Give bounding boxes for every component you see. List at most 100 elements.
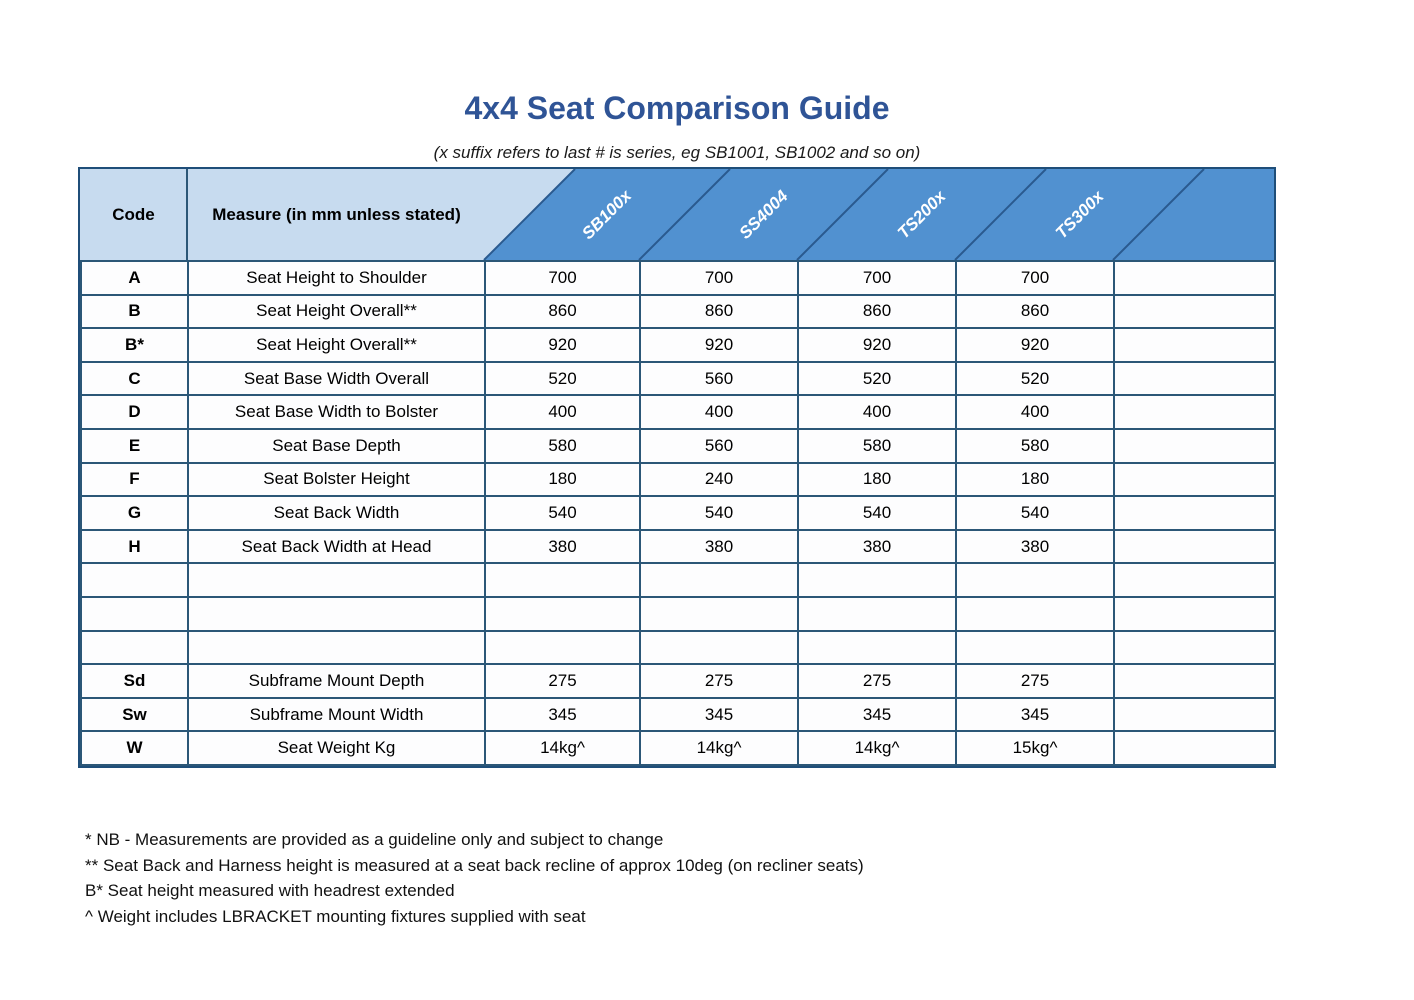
cell-empty bbox=[1113, 461, 1276, 498]
cell-value: 540 bbox=[955, 495, 1115, 531]
header-measure: Measure (in mm unless stated) bbox=[212, 204, 461, 224]
footnote-line: ^ Weight includes LBRACKET mounting fixt… bbox=[85, 906, 586, 926]
table-row: W Seat Weight Kg 14kg^ 14kg^ 14kg^ 15kg^ bbox=[80, 730, 1276, 766]
table-row: G Seat Back Width 540 540 540 540 bbox=[80, 495, 1276, 531]
cell-empty bbox=[955, 562, 1115, 598]
cell-value: 345 bbox=[797, 696, 957, 733]
cell-value: 700 bbox=[955, 260, 1115, 296]
row-measure: Seat Height Overall** bbox=[187, 293, 486, 330]
row-measure bbox=[187, 595, 486, 632]
cell-empty bbox=[1113, 495, 1276, 531]
footnote-line: B* Seat height measured with headrest ex… bbox=[85, 881, 455, 900]
row-measure: Seat Height to Shoulder bbox=[187, 260, 486, 296]
cell-value: 275 bbox=[639, 663, 799, 699]
table-row: C Seat Base Width Overall 520 560 520 52… bbox=[80, 360, 1276, 397]
row-code: A bbox=[80, 260, 189, 296]
cell-value: 180 bbox=[955, 461, 1115, 498]
cell-empty bbox=[1113, 394, 1276, 430]
page-title: 4x4 Seat Comparison Guide bbox=[464, 90, 890, 126]
cell-value: 860 bbox=[639, 293, 799, 330]
cell-value: 275 bbox=[955, 663, 1115, 699]
cell-empty bbox=[797, 629, 957, 666]
row-measure: Seat Base Depth bbox=[187, 427, 486, 464]
cell-value: 380 bbox=[797, 528, 957, 565]
row-code: F bbox=[80, 461, 189, 498]
row-code bbox=[80, 595, 189, 632]
cell-empty bbox=[484, 595, 641, 632]
cell-empty bbox=[1113, 260, 1276, 296]
row-measure: Seat Back Width bbox=[187, 495, 486, 531]
cell-value: 580 bbox=[797, 427, 957, 464]
cell-empty bbox=[1113, 562, 1276, 598]
cell-value: 920 bbox=[955, 327, 1115, 363]
cell-value: 180 bbox=[797, 461, 957, 498]
cell-value: 920 bbox=[797, 327, 957, 363]
cell-value: 400 bbox=[955, 394, 1115, 430]
cell-value: 14kg^ bbox=[639, 730, 799, 766]
cell-value: 860 bbox=[955, 293, 1115, 330]
table-row: F Seat Bolster Height 180 240 180 180 bbox=[80, 461, 1276, 498]
cell-value: 180 bbox=[484, 461, 641, 498]
cell-empty bbox=[1113, 427, 1276, 464]
cell-empty bbox=[955, 629, 1115, 666]
cell-value: 275 bbox=[484, 663, 641, 699]
cell-value: 920 bbox=[484, 327, 641, 363]
row-measure: Seat Bolster Height bbox=[187, 461, 486, 498]
row-measure: Subframe Mount Width bbox=[187, 696, 486, 733]
cell-value: 540 bbox=[639, 495, 799, 531]
cell-value: 14kg^ bbox=[484, 730, 641, 766]
row-measure: Seat Base Width Overall bbox=[187, 360, 486, 397]
cell-empty bbox=[955, 595, 1115, 632]
row-code: Sd bbox=[80, 663, 189, 699]
cell-value: 345 bbox=[639, 696, 799, 733]
cell-value: 700 bbox=[639, 260, 799, 296]
table-row-blank bbox=[80, 629, 1276, 666]
cell-empty bbox=[639, 562, 799, 598]
row-code: B* bbox=[80, 327, 189, 363]
cell-value: 400 bbox=[639, 394, 799, 430]
row-code: Sw bbox=[80, 696, 189, 733]
cell-empty bbox=[1113, 730, 1276, 766]
cell-value: 920 bbox=[639, 327, 799, 363]
row-code: E bbox=[80, 427, 189, 464]
table-row: B Seat Height Overall** 860 860 860 860 bbox=[80, 293, 1276, 330]
cell-empty bbox=[1113, 696, 1276, 733]
table-row-blank bbox=[80, 595, 1276, 632]
cell-empty bbox=[797, 595, 957, 632]
cell-value: 240 bbox=[639, 461, 799, 498]
row-measure: Seat Base Width to Bolster bbox=[187, 394, 486, 430]
footnote-line: * NB - Measurements are provided as a gu… bbox=[85, 830, 664, 849]
cell-value: 345 bbox=[955, 696, 1115, 733]
row-measure bbox=[187, 562, 486, 598]
cell-empty bbox=[1113, 528, 1276, 565]
table-row: A Seat Height to Shoulder 700 700 700 70… bbox=[80, 260, 1276, 296]
cell-value: 580 bbox=[955, 427, 1115, 464]
row-measure: Seat Weight Kg bbox=[187, 730, 486, 766]
cell-value: 860 bbox=[797, 293, 957, 330]
cell-value: 400 bbox=[484, 394, 641, 430]
row-code bbox=[80, 562, 189, 598]
cell-value: 700 bbox=[797, 260, 957, 296]
row-code: D bbox=[80, 394, 189, 430]
table-row: H Seat Back Width at Head 380 380 380 38… bbox=[80, 528, 1276, 565]
cell-empty bbox=[639, 629, 799, 666]
cell-empty bbox=[1113, 293, 1276, 330]
table-row: B* Seat Height Overall** 920 920 920 920 bbox=[80, 327, 1276, 363]
cell-value: 380 bbox=[955, 528, 1115, 565]
cell-value: 560 bbox=[639, 360, 799, 397]
diagonal-header-graphic bbox=[80, 169, 1274, 260]
header-code: Code bbox=[112, 204, 155, 224]
cell-value: 540 bbox=[484, 495, 641, 531]
table-row: E Seat Base Depth 580 560 580 580 bbox=[80, 427, 1276, 464]
cell-value: 14kg^ bbox=[797, 730, 957, 766]
row-measure: Subframe Mount Depth bbox=[187, 663, 486, 699]
row-code: C bbox=[80, 360, 189, 397]
cell-empty bbox=[1113, 629, 1276, 666]
cell-empty bbox=[1113, 360, 1276, 397]
comparison-table: Code Measure (in mm unless stated) SB100… bbox=[78, 167, 1276, 768]
table-row-blank bbox=[80, 562, 1276, 598]
table-row: Sw Subframe Mount Width 345 345 345 345 bbox=[80, 696, 1276, 733]
cell-empty bbox=[484, 562, 641, 598]
cell-value: 520 bbox=[484, 360, 641, 397]
